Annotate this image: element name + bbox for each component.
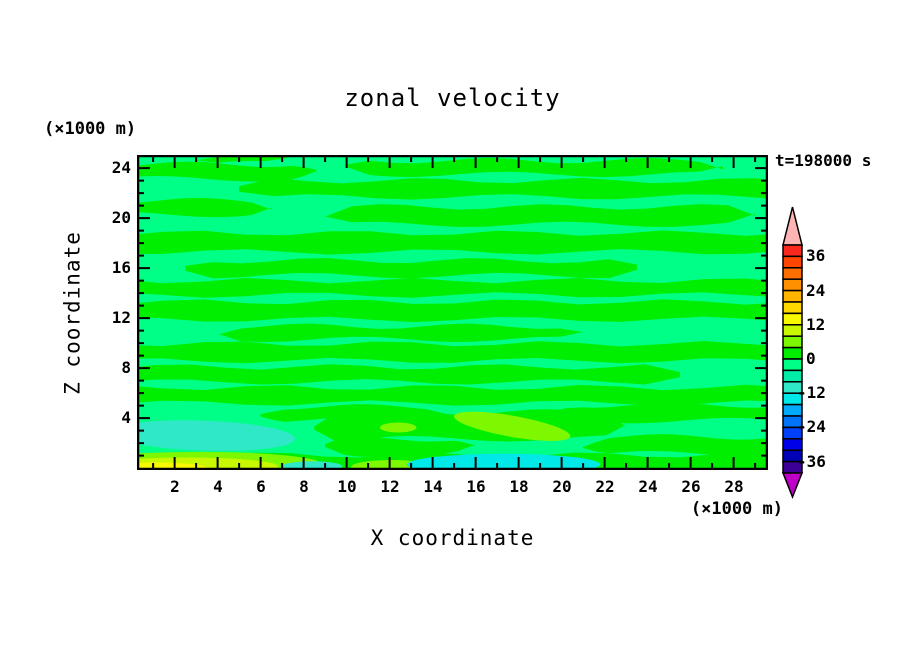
- x-tick-label: 14: [423, 477, 443, 496]
- contour-patch: [379, 422, 417, 433]
- contour-stripe: [137, 299, 768, 323]
- contour-plot: [137, 155, 768, 470]
- axis-ticks: [139, 155, 766, 468]
- plot-frame: [137, 155, 768, 470]
- x-tick-label: 4: [213, 477, 223, 496]
- colorbar-band: [782, 267, 803, 280]
- colorbar-band: [782, 244, 803, 258]
- x-tick-label: 8: [299, 477, 309, 496]
- contour-stripe: [217, 323, 584, 343]
- contour-patch: [406, 453, 601, 470]
- colorbar-tick-label: -12: [797, 383, 826, 402]
- contour-stripe: [137, 364, 680, 385]
- time-annotation: t=198000 s: [775, 151, 872, 170]
- contour-stripe: [185, 258, 637, 279]
- contour-stripe: [137, 161, 317, 182]
- colorbar-band: [782, 255, 803, 269]
- x-tick-label: 16: [466, 477, 486, 496]
- y-tick-label: 20: [111, 208, 131, 227]
- colorbar-band: [782, 346, 803, 360]
- x-tick-label: 10: [337, 477, 357, 496]
- contour-stripe: [346, 157, 723, 178]
- y-axis-label: Z coordinate: [60, 231, 85, 395]
- contour-stripe: [137, 384, 768, 406]
- y-tick-label: 4: [121, 408, 131, 427]
- x-tick-label: 2: [170, 477, 180, 496]
- contour-field-stripes: [137, 155, 768, 470]
- contour-patch: [137, 420, 295, 451]
- contour-field-patches: [137, 411, 601, 470]
- y-tick-label: 8: [121, 358, 131, 377]
- contour-stripe: [137, 197, 272, 218]
- y-axis-unit-label: (×1000 m): [44, 119, 137, 139]
- contour-stripe: [137, 230, 768, 255]
- colorbar-bands: [782, 244, 803, 474]
- x-tick-label: 26: [681, 477, 701, 496]
- colorbar-tick-label: -24: [797, 417, 826, 436]
- y-tick-label: 24: [111, 158, 131, 177]
- colorbar-band: [782, 289, 803, 303]
- contour-stripe: [137, 341, 768, 364]
- colorbar-under-arrow: [781, 472, 804, 500]
- colorbar-band: [782, 369, 803, 383]
- colorbar-tick-label: 24: [806, 281, 826, 300]
- contour-stripe: [239, 177, 768, 200]
- contour-stripe: [325, 436, 476, 458]
- colorbar-tick-label: 12: [806, 315, 826, 334]
- x-tick-label: 6: [256, 477, 266, 496]
- colorbar-band: [782, 403, 803, 417]
- colorbar-band: [782, 278, 803, 292]
- x-axis-label: X coordinate: [370, 526, 535, 550]
- colorbar-tick-label: 36: [806, 246, 826, 265]
- colorbar-band: [782, 358, 803, 372]
- colorbar-band: [782, 312, 803, 326]
- x-tick-label: 24: [638, 477, 658, 496]
- chart-title: zonal velocity: [344, 84, 561, 112]
- contour-stripe: [325, 204, 756, 227]
- x-axis-unit-label: (×1000 m): [690, 499, 783, 519]
- x-tick-label: 28: [724, 477, 744, 496]
- colorbar-band: [782, 324, 803, 337]
- x-tick-label: 20: [552, 477, 572, 496]
- x-tick-label: 22: [595, 477, 615, 496]
- colorbar-tick-label: 0: [806, 349, 816, 368]
- colorbar-tick-label: -36: [797, 452, 826, 471]
- y-tick-label: 12: [111, 308, 131, 327]
- contour-stripe: [137, 277, 768, 298]
- contour-patch: [453, 411, 571, 441]
- colorbar-band: [782, 301, 803, 315]
- y-tick-label: 16: [111, 258, 131, 277]
- colorbar: [781, 206, 804, 500]
- x-tick-label: 12: [380, 477, 400, 496]
- contour-stripe: [583, 434, 768, 457]
- colorbar-band: [782, 438, 803, 451]
- x-tick-label: 18: [509, 477, 529, 496]
- colorbar-over-arrow: [782, 206, 803, 246]
- colorbar-band: [782, 335, 803, 349]
